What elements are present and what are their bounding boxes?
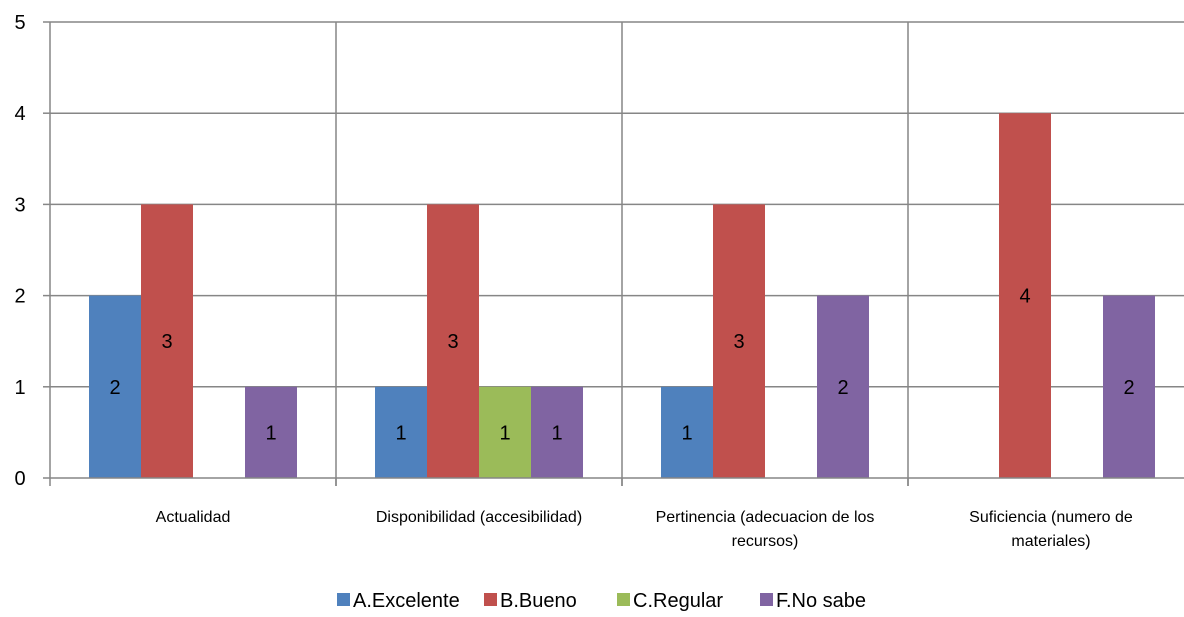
legend-swatch-3 xyxy=(617,593,630,606)
bar-3-4 xyxy=(817,295,869,478)
y-tick-label-4: 4 xyxy=(14,103,25,125)
data-label-3-4: 2 xyxy=(837,377,848,399)
legend-swatch-4 xyxy=(760,593,773,606)
legend-label-2: B.Bueno xyxy=(500,590,577,612)
bar-2-3 xyxy=(479,386,531,478)
category-label-3: recursos) xyxy=(732,533,799,550)
legend-swatch-1 xyxy=(337,593,350,606)
data-label-3-1: 1 xyxy=(681,422,692,444)
legend-label-1: A.Excelente xyxy=(353,590,460,612)
bar-1-2 xyxy=(141,204,193,478)
data-label-4-4: 2 xyxy=(1123,377,1134,399)
y-tick-label-1: 1 xyxy=(14,377,25,399)
data-label-4-2: 4 xyxy=(1019,286,1030,308)
data-label-3-2: 3 xyxy=(733,331,744,353)
data-label-2-1: 1 xyxy=(395,422,406,444)
category-label-2: Disponibilidad (accesibilidad) xyxy=(376,509,582,526)
bar-4-4 xyxy=(1103,295,1155,478)
bar-2-2 xyxy=(427,204,479,478)
y-tick-label-0: 0 xyxy=(14,468,25,490)
data-label-1-2: 3 xyxy=(161,331,172,353)
legend: A.Excelente B.Bueno C.Regular F.No sabe xyxy=(337,590,866,612)
bar-1-4 xyxy=(245,386,297,478)
y-tick-label-5: 5 xyxy=(14,12,25,34)
category-label-4: Suficiencia (numero de xyxy=(969,509,1133,526)
bar-3-1 xyxy=(661,386,713,478)
y-axis-ticks: 0 1 2 3 4 5 xyxy=(14,12,25,490)
bar-3-2 xyxy=(713,204,765,478)
y-tick-label-3: 3 xyxy=(14,194,25,216)
x-axis-categories: Actualidad Disponibilidad (accesibilidad)… xyxy=(156,509,1133,550)
bar-1-1 xyxy=(89,295,141,478)
data-labels: 2 3 1 1 3 1 1 1 3 2 4 2 xyxy=(109,286,1134,445)
legend-label-4: F.No sabe xyxy=(776,590,866,612)
data-label-2-3: 1 xyxy=(499,422,510,444)
y-tick-label-2: 2 xyxy=(14,286,25,308)
bar-2-1 xyxy=(375,386,427,478)
bar-2-4 xyxy=(531,386,583,478)
category-label-4: materiales) xyxy=(1011,533,1090,550)
category-label-1: Actualidad xyxy=(156,509,231,526)
bar-4-2 xyxy=(999,113,1051,478)
axes xyxy=(43,21,1184,486)
data-label-1-4: 1 xyxy=(265,422,276,444)
data-label-1-1: 2 xyxy=(109,377,120,399)
legend-label-3: C.Regular xyxy=(633,590,723,612)
data-label-2-4: 1 xyxy=(551,422,562,444)
bars xyxy=(89,113,1155,478)
data-label-2-2: 3 xyxy=(447,331,458,353)
category-label-3: Pertinencia (adecuacion de los xyxy=(656,509,875,526)
legend-swatch-2 xyxy=(484,593,497,606)
